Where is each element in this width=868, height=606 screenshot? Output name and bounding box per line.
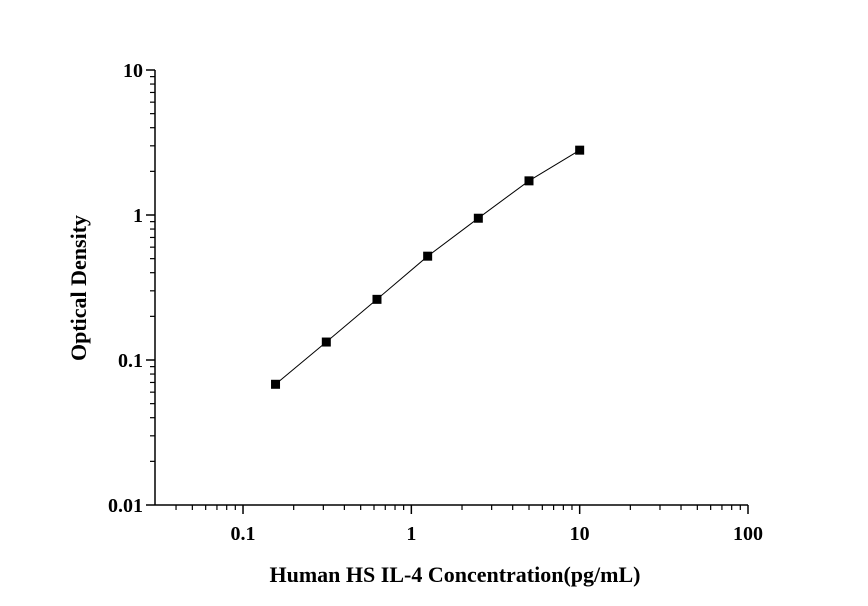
x-tick-label: 0.1: [231, 523, 256, 545]
data-point: [271, 379, 281, 389]
data-series: [271, 145, 585, 389]
data-point: [321, 337, 331, 347]
data-point: [575, 145, 585, 155]
x-axis-title: Human HS IL-4 Concentration(pg/mL): [270, 562, 641, 587]
ticks: [146, 69, 749, 514]
data-point: [473, 213, 483, 223]
y-tick-label: 0.01: [108, 495, 143, 517]
data-point: [524, 176, 534, 186]
x-tick-label: 100: [733, 523, 763, 545]
x-tick-label: 10: [570, 523, 590, 545]
y-tick-label: 0.1: [118, 350, 143, 372]
axes: [154, 70, 748, 506]
data-point: [372, 294, 382, 304]
tick-labels: 0.1 1 10 100 0.01 0.1 1 10: [108, 60, 763, 545]
data-point: [423, 251, 433, 261]
y-axis-title: Optical Density: [66, 215, 91, 361]
series-line: [275, 149, 580, 385]
x-tick-label: 1: [406, 523, 416, 545]
y-tick-label: 10: [123, 60, 143, 82]
y-tick-label: 1: [133, 205, 143, 227]
